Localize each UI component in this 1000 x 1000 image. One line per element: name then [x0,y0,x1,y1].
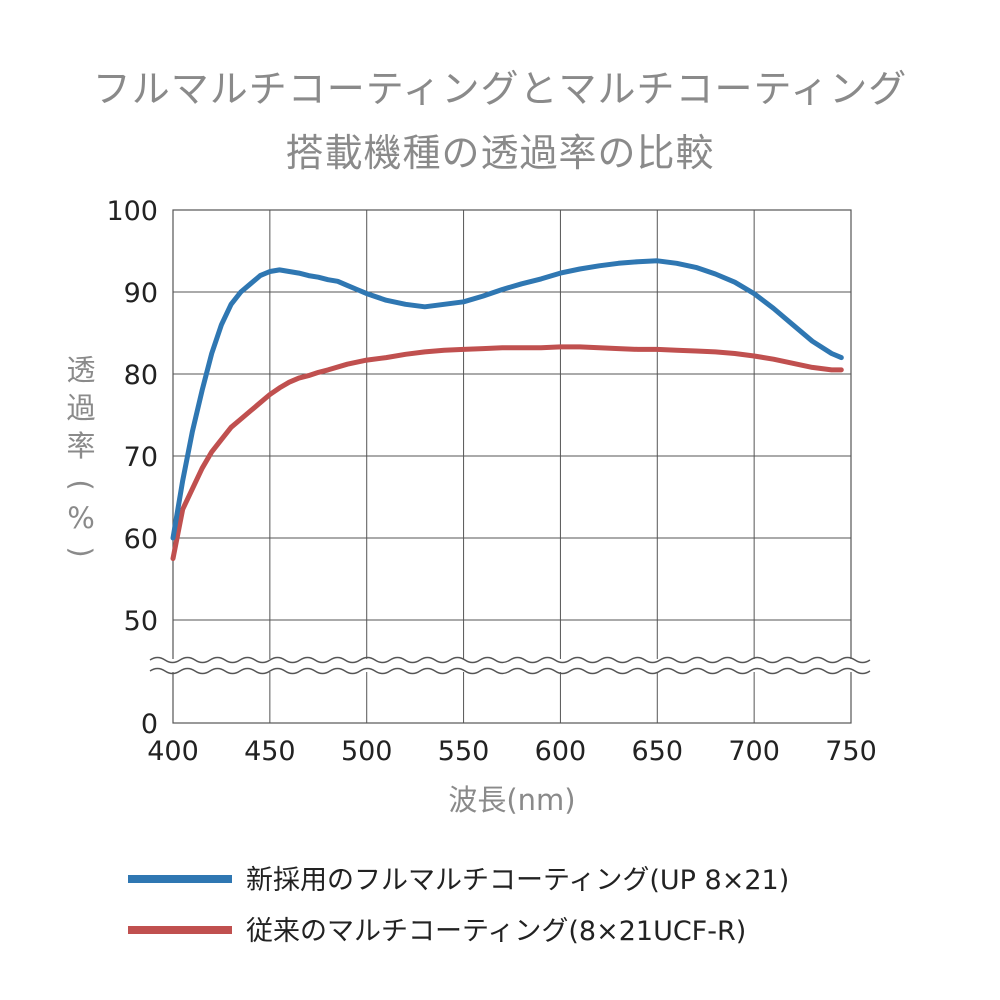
series-lines [170,258,844,561]
x-tick-label: 600 [535,736,587,767]
x-axis-label: 波長(nm) [448,783,575,817]
y-tick-label: 50 [124,606,158,637]
x-tick-label: 550 [438,736,490,767]
chart-title-line-1: フルマルチコーティングとマルチコーティング [92,67,908,111]
y-axis-label-char: 透 [66,353,95,387]
y-tick-label: 60 [124,524,158,555]
y-axis-label-char: % [67,501,95,535]
y-tick-labels: 100 90 80 70 60 50 0 [106,196,158,740]
y-tick-label: 90 [124,278,158,309]
x-tick-label: 400 [147,736,199,767]
x-tick-labels: 400 450 500 550 600 650 700 750 [147,736,877,767]
x-tick-label: 650 [632,736,684,767]
series-line-0 [170,258,844,541]
x-tick-label: 750 [825,736,877,767]
y-tick-label: 100 [106,196,158,227]
plot-frame [172,209,852,724]
legend-label-0: 新採用のフルマルチコーティング(UP 8×21) [246,865,789,896]
y-tick-label: 0 [141,709,158,740]
y-axis-label-char: ( [64,479,98,490]
axis-break-wave [149,656,871,664]
legend: 新採用のフルマルチコーティング(UP 8×21) 従来のマルチコーティング(8×2… [128,865,789,947]
y-tick-label: 80 [124,360,158,391]
y-axis-label-char: 過 [66,391,95,425]
x-tick-label: 450 [244,736,296,767]
x-tick-label: 500 [341,736,393,767]
legend-label-1: 従来のマルチコーティング(8×21UCF-R) [246,916,746,947]
y-axis-label: 透過率 (%) [64,353,98,558]
y-axis-label-char: 率 [66,429,95,463]
axis-break-wave [149,667,871,675]
axis-break-gap [150,659,872,672]
series-line-1 [170,344,844,561]
x-tick-label: 700 [728,736,780,767]
chart-title-line-2: 搭載機種の透過率の比較 [285,131,715,175]
y-axis-label-char: ) [64,546,98,557]
axis-break-mark [149,656,872,675]
y-tick-label: 70 [124,442,158,473]
